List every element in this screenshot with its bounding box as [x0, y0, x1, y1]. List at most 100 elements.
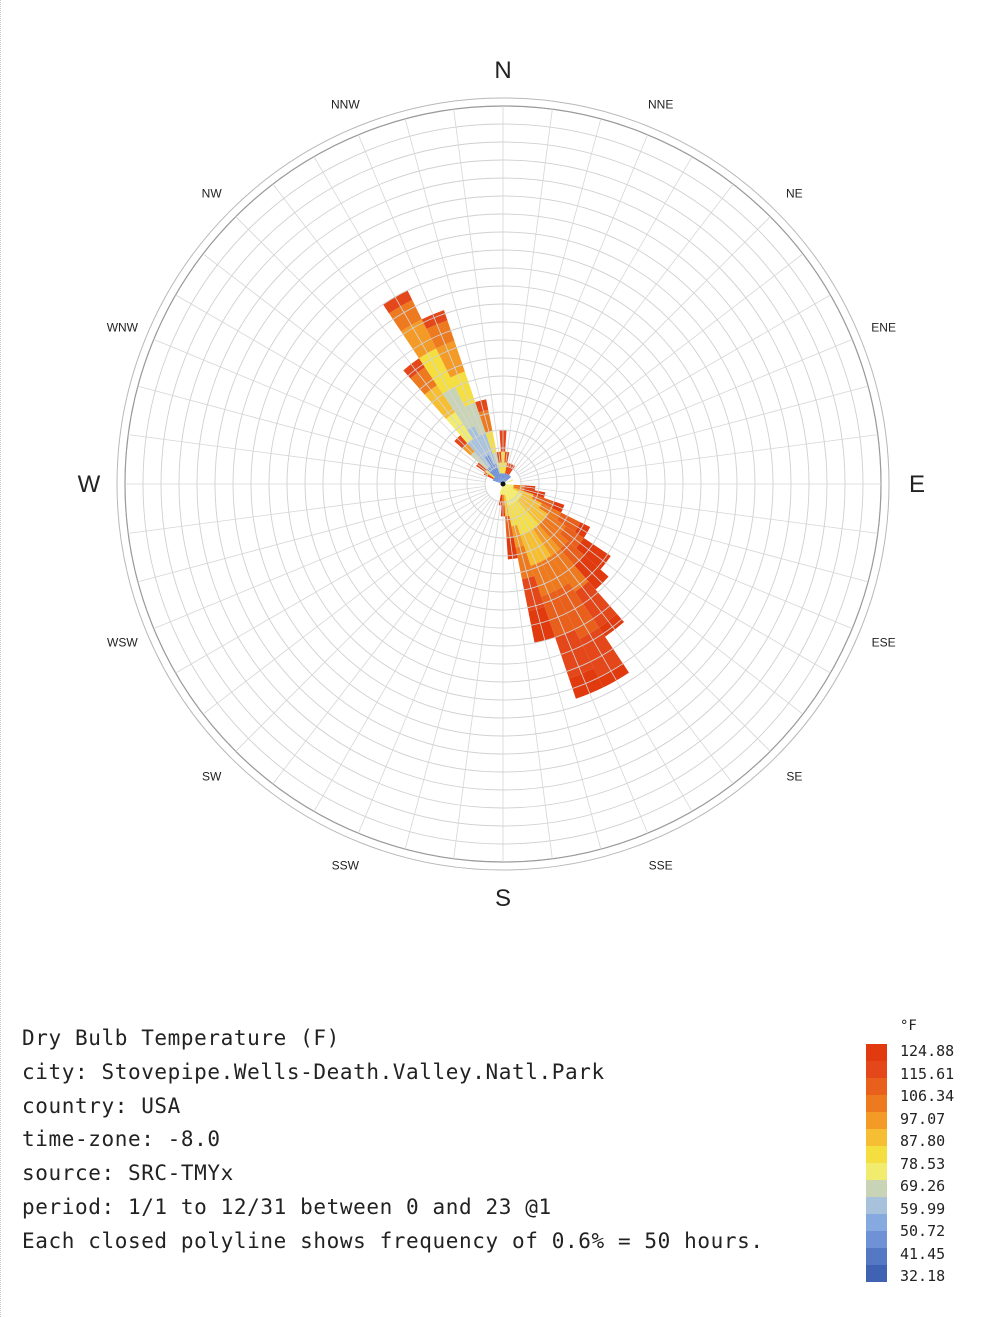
rose-wedge: [555, 629, 594, 679]
grid-spoke: [519, 338, 853, 478]
rose-wedge: [503, 479, 514, 484]
rose-wedge: [498, 494, 503, 506]
grid-spoke: [153, 338, 487, 478]
outer-ring-2: [116, 97, 890, 871]
rose-wedge: [503, 484, 520, 501]
direction-label-wsw: WSW: [107, 636, 138, 650]
rose-wedge: [498, 462, 503, 474]
grid-spoke: [517, 494, 804, 715]
info-frequency: Each closed polyline shows frequency of …: [22, 1228, 764, 1253]
grid-spoke: [507, 118, 602, 467]
grid-spoke: [202, 494, 489, 715]
rose-wedge: [512, 487, 534, 499]
rose-wedge: [478, 409, 493, 433]
rose-wedge: [500, 473, 503, 484]
legend-labels: 124.88 115.61 106.34 97.07 87.80 78.53 69.26 59…: [900, 1040, 954, 1288]
legend-value: 32.18: [900, 1267, 946, 1285]
rose-wedge: [503, 473, 507, 484]
grid-spoke: [513, 183, 734, 470]
rose-wedge: [492, 452, 501, 474]
direction-label-ssw: SSW: [332, 859, 360, 873]
legend-value: 87.80: [900, 1132, 946, 1150]
legend-unit: °F: [900, 1018, 917, 1034]
rose-wedge: [541, 590, 575, 638]
rose-wedge: [499, 484, 503, 495]
rose-wedge: [526, 528, 552, 562]
direction-label-w: W: [78, 471, 101, 498]
rose-wedge: [532, 494, 555, 508]
legend-swatch: [866, 1265, 887, 1282]
grid-spoke: [153, 490, 487, 630]
legend-color-bar: [866, 1044, 887, 1282]
info-city: city: Stovepipe.Wells-Death.Valley.Natl.…: [22, 1059, 605, 1084]
legend-swatch: [866, 1129, 887, 1146]
direction-label-s: S: [495, 885, 511, 912]
rose-wedge: [503, 474, 510, 484]
grid-spoke: [520, 434, 878, 483]
rose-wedge: [555, 582, 600, 639]
grid-spoke: [504, 501, 553, 859]
rose-wedge: [484, 454, 503, 484]
legend-value: 124.88: [900, 1042, 955, 1060]
rose-wedge: [503, 484, 521, 499]
rose-wedge: [503, 494, 510, 517]
direction-labels: N NNE NE ENE E ESE SE SSE S SSW SW WSW W WNW NW NNW: [78, 57, 925, 912]
rose-wedge: [513, 484, 525, 489]
rose-wedge: [503, 484, 506, 495]
grid-spoke: [518, 492, 831, 674]
grid-spoke: [235, 496, 491, 752]
rose-wedge: [513, 486, 525, 491]
rose-wedge: [436, 340, 465, 378]
legend-swatch: [866, 1197, 887, 1214]
direction-label-nnw: NNW: [331, 97, 360, 111]
legend-value: 41.45: [900, 1244, 946, 1263]
rose-wedge: [503, 473, 508, 484]
rose-wedge: [499, 473, 503, 484]
rose-wedge: [503, 473, 506, 484]
legend-swatch: [866, 1163, 887, 1180]
rose-wedge: [400, 319, 437, 359]
rose-wedge: [450, 371, 476, 407]
grid-spoke: [128, 434, 486, 483]
rose-wedge: [503, 484, 514, 487]
legend-value: 59.99: [900, 1199, 946, 1218]
legend-swatch: [866, 1146, 887, 1163]
legend-value: 78.53: [900, 1154, 946, 1173]
rose-wedge: [505, 515, 514, 538]
legend-value: 106.34: [900, 1087, 955, 1105]
grid-spoke: [504, 109, 553, 467]
direction-label-sw: SW: [202, 769, 222, 783]
rose-wedge: [502, 484, 504, 495]
grid-spoke: [507, 501, 602, 850]
grid-spoke: [515, 496, 771, 752]
grid-spoke: [404, 501, 499, 850]
grid-spoke: [520, 485, 878, 534]
grid-spoke: [272, 498, 493, 785]
info-timezone: time-zone: -8.0: [22, 1127, 221, 1152]
grid-spoke: [517, 253, 804, 474]
info-source: source: SRC-TMYx: [22, 1161, 234, 1186]
direction-label-nne: NNE: [648, 97, 673, 111]
rose-wedge: [503, 484, 523, 497]
grid-spoke: [453, 501, 502, 859]
grid-spoke: [137, 385, 486, 480]
legend-swatch: [866, 1044, 887, 1061]
rose-wedge: [503, 484, 518, 502]
rose-wedge: [528, 606, 556, 643]
rose-wedge: [442, 387, 475, 431]
rose-grid: [116, 97, 890, 871]
rose-wedge: [493, 477, 503, 484]
grid-spoke: [202, 253, 489, 474]
rose-wedge: [492, 479, 503, 484]
grid-spoke: [313, 156, 495, 469]
left-dotted-rule: [0, 0, 1, 1317]
rose-wedge: [505, 462, 510, 474]
rose-wedge: [579, 627, 624, 678]
legend-swatch: [866, 1061, 887, 1078]
grid-spoke: [272, 183, 493, 470]
legend-swatch: [866, 1180, 887, 1197]
rose-wedge: [486, 467, 503, 484]
direction-label-wnw: WNW: [107, 320, 139, 334]
rose-wedge: [506, 463, 513, 475]
rose-wedge: [503, 484, 514, 489]
